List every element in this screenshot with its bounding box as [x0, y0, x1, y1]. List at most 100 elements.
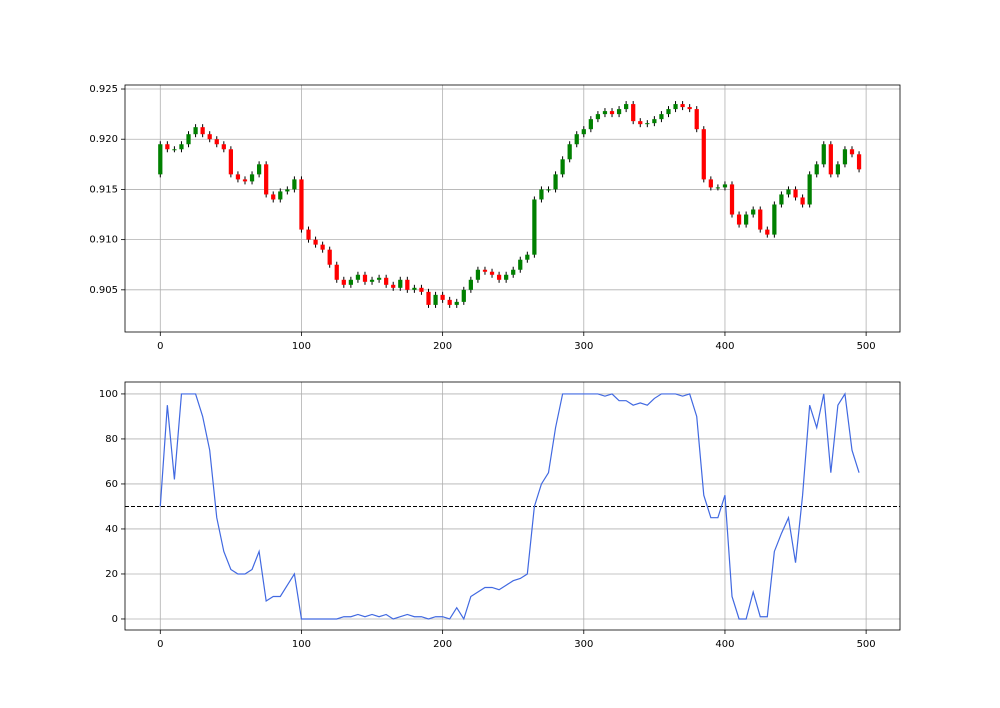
candle-body [285, 189, 290, 192]
candle-body [292, 179, 297, 190]
candle-body [525, 254, 530, 260]
candle-body [694, 109, 699, 130]
candle-body [447, 299, 452, 305]
x-tick-label: 200 [433, 341, 452, 352]
x-tick-label: 500 [857, 639, 876, 650]
y-tick-label: 0.905 [89, 285, 118, 296]
candle-body [800, 197, 805, 205]
candle-body [673, 104, 678, 110]
x-tick-label: 100 [292, 341, 311, 352]
candle-body [391, 284, 396, 288]
y-tick-label: 0 [112, 614, 118, 625]
candle-body [736, 214, 742, 225]
candle-body [426, 291, 431, 305]
candle-body [214, 139, 219, 145]
candle-body [235, 174, 241, 180]
candle-body [186, 134, 191, 145]
candle-body [701, 129, 706, 180]
candle-body [624, 104, 629, 110]
candle-body [722, 184, 728, 188]
candle-body [384, 277, 389, 285]
x-tick-label: 500 [857, 341, 876, 352]
candle-body [165, 144, 170, 150]
candle-body [616, 109, 622, 115]
candle-body [793, 189, 798, 198]
candle-body [518, 259, 523, 270]
candle-body [786, 189, 791, 195]
candle-body [278, 191, 283, 200]
candle-body [355, 274, 361, 280]
candle-body [609, 111, 615, 115]
candle-body [779, 194, 784, 205]
candle-body [348, 279, 353, 285]
candle-body [158, 144, 163, 175]
candle-body [835, 164, 841, 175]
candle-body [842, 149, 848, 165]
candle-body [313, 239, 318, 245]
y-tick-label: 20 [105, 569, 118, 580]
candle-body [574, 134, 579, 145]
candle-body [856, 154, 862, 170]
candle-body [567, 144, 572, 160]
candle-body [511, 269, 516, 275]
candle-body [341, 279, 346, 285]
y-tick-label: 0.910 [89, 235, 118, 246]
candle-body [532, 199, 537, 255]
candle-body [482, 269, 488, 272]
candle-body [475, 269, 481, 280]
candle-body [715, 187, 721, 189]
candle-body [376, 277, 382, 280]
candle-body [504, 274, 509, 280]
candle-body [327, 249, 332, 265]
candle-body [772, 204, 777, 235]
x-tick-label: 0 [157, 639, 163, 650]
candle-body [468, 279, 473, 290]
candle-body [306, 229, 311, 240]
candle-body [461, 289, 466, 302]
candle-body [659, 114, 664, 120]
candle-body [708, 179, 713, 188]
x-tick-label: 100 [292, 639, 311, 650]
candle-body [828, 144, 833, 175]
y-tick-label: 0.915 [89, 184, 118, 195]
y-tick-label: 40 [105, 524, 118, 535]
candle-body [228, 149, 233, 175]
candle-body [581, 129, 586, 135]
y-tick-label: 0.925 [89, 84, 118, 95]
candle-body [687, 107, 692, 110]
candle-body [320, 244, 325, 250]
candle-body [412, 287, 417, 290]
candle-body [299, 179, 304, 230]
candle-body [179, 144, 184, 150]
candle-body [334, 264, 339, 280]
candle-body [849, 149, 855, 155]
candle-body [553, 174, 558, 190]
candle-body [207, 134, 212, 140]
candle-body [454, 301, 459, 305]
y-tick-label: 100 [99, 389, 118, 400]
candle-body [588, 119, 593, 130]
candle-body [200, 127, 205, 135]
y-tick-label: 80 [105, 434, 118, 445]
x-tick-label: 300 [574, 341, 593, 352]
candle-body [729, 184, 735, 215]
candle-body [398, 279, 403, 288]
candle-body [821, 144, 826, 165]
candle-body [631, 104, 636, 122]
candle-body [680, 104, 685, 108]
candle-body [595, 114, 601, 120]
candle-body [546, 189, 551, 191]
candle-body [440, 294, 445, 300]
candle-body [539, 189, 544, 200]
line-series [159, 392, 860, 621]
axes-frame [124, 84, 901, 333]
y-tick-label: 60 [105, 479, 118, 490]
x-tick-label: 400 [715, 341, 734, 352]
candle-body [369, 279, 375, 282]
candle-body [249, 174, 255, 182]
candle-body [602, 111, 608, 115]
candle-body [645, 123, 650, 125]
candle-body [758, 209, 763, 230]
candle-body [638, 121, 643, 125]
